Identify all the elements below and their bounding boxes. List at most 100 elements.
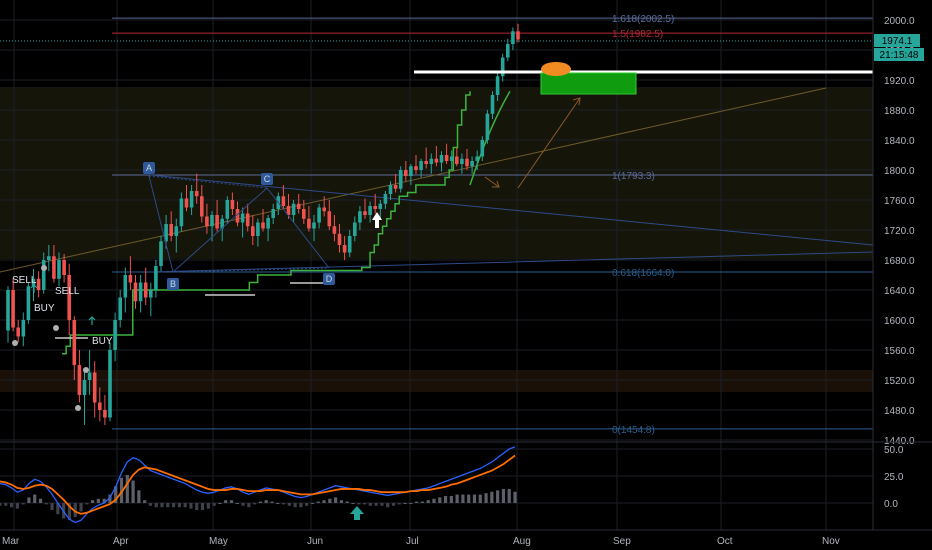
candle-body[interactable] xyxy=(429,158,434,164)
candle-body[interactable] xyxy=(312,222,316,229)
candle-body[interactable] xyxy=(215,215,219,229)
candle-body[interactable] xyxy=(143,282,148,298)
candle-body[interactable] xyxy=(154,266,158,290)
candle-body[interactable] xyxy=(286,206,291,215)
candle-body[interactable] xyxy=(271,209,275,218)
candle-body[interactable] xyxy=(353,222,357,237)
candle-body[interactable] xyxy=(465,158,469,167)
candle-body[interactable] xyxy=(327,211,332,227)
candle-body[interactable] xyxy=(500,57,505,77)
candle-body[interactable] xyxy=(470,161,474,167)
candle-body[interactable] xyxy=(495,76,500,95)
candle-body[interactable] xyxy=(516,31,520,40)
candle-body[interactable] xyxy=(358,211,362,223)
candle-body[interactable] xyxy=(480,140,485,157)
time-axis[interactable]: Mar Apr May Jun Jul Aug Sep Oct Nov xyxy=(0,529,932,547)
candle-body[interactable] xyxy=(113,320,117,350)
candle-body[interactable] xyxy=(194,191,199,197)
candle-body[interactable] xyxy=(245,213,250,227)
candle-body[interactable] xyxy=(511,31,515,44)
candle-body[interactable] xyxy=(174,226,179,236)
candle-body[interactable] xyxy=(439,155,444,163)
candle-body[interactable] xyxy=(302,209,306,219)
candle-body[interactable] xyxy=(179,198,184,227)
macd-pane[interactable] xyxy=(0,446,517,524)
candle-body[interactable] xyxy=(434,158,439,163)
candle-body[interactable] xyxy=(414,166,418,170)
candle-body[interactable] xyxy=(21,320,26,337)
candle-body[interactable] xyxy=(251,226,255,236)
candle-body[interactable] xyxy=(404,170,408,176)
candle-body[interactable] xyxy=(506,44,510,58)
candle-body[interactable] xyxy=(398,170,403,189)
candle-body[interactable] xyxy=(138,282,143,302)
candle-body[interactable] xyxy=(31,278,36,287)
candle-body[interactable] xyxy=(133,282,138,302)
candle-body[interactable] xyxy=(383,194,388,204)
candle-body[interactable] xyxy=(281,196,286,206)
candle-body[interactable] xyxy=(118,297,122,321)
candle-body[interactable] xyxy=(373,206,377,209)
candle-body[interactable] xyxy=(342,245,347,253)
candle-body[interactable] xyxy=(52,256,56,279)
candle-body[interactable] xyxy=(220,218,224,229)
candle-body[interactable] xyxy=(6,290,10,331)
candle-body[interactable] xyxy=(296,203,301,209)
candle-body[interactable] xyxy=(485,113,490,140)
candle-body[interactable] xyxy=(225,200,230,219)
candle-body[interactable] xyxy=(424,161,428,164)
candle-body[interactable] xyxy=(363,211,367,215)
candle-body[interactable] xyxy=(205,216,209,227)
candle-body[interactable] xyxy=(210,215,214,227)
candle-body[interactable] xyxy=(149,290,153,298)
candle-body[interactable] xyxy=(368,206,372,215)
candle-body[interactable] xyxy=(475,156,479,162)
candle-body[interactable] xyxy=(291,203,296,215)
candle-body[interactable] xyxy=(261,222,265,229)
candle-body[interactable] xyxy=(235,209,240,223)
candle-body[interactable] xyxy=(200,196,204,217)
candle-body[interactable] xyxy=(337,233,342,245)
candle-body[interactable] xyxy=(409,166,413,176)
candle-body[interactable] xyxy=(184,198,189,208)
candle-body[interactable] xyxy=(67,275,71,320)
candle-body[interactable] xyxy=(419,161,423,170)
candle-body[interactable] xyxy=(77,365,82,395)
candlesticks[interactable] xyxy=(6,23,520,425)
candle-body[interactable] xyxy=(36,278,41,290)
candle-body[interactable] xyxy=(98,402,102,411)
candle-body[interactable] xyxy=(16,327,20,337)
candle-body[interactable] xyxy=(26,286,31,320)
candle-body[interactable] xyxy=(92,372,97,403)
candle-body[interactable] xyxy=(490,95,495,114)
candle-body[interactable] xyxy=(322,207,326,212)
candle-body[interactable] xyxy=(103,410,107,418)
candle-body[interactable] xyxy=(388,185,393,194)
candle-body[interactable] xyxy=(455,156,459,165)
candle-body[interactable] xyxy=(347,236,352,253)
candle-body[interactable] xyxy=(230,200,235,209)
candle-body[interactable] xyxy=(108,350,112,418)
candle-body[interactable] xyxy=(444,155,449,161)
candle-body[interactable] xyxy=(189,191,194,208)
candle-body[interactable] xyxy=(47,256,51,260)
candle-body[interactable] xyxy=(266,218,270,229)
candle-body[interactable] xyxy=(317,207,321,223)
target-ellipse[interactable] xyxy=(541,62,571,76)
candle-body[interactable] xyxy=(449,156,454,162)
candle-body[interactable] xyxy=(159,241,163,266)
candle-body[interactable] xyxy=(393,185,398,189)
candle-body[interactable] xyxy=(41,260,46,290)
candle-body[interactable] xyxy=(460,158,464,164)
candle-body[interactable] xyxy=(11,290,15,328)
candle-body[interactable] xyxy=(123,275,128,298)
candle-body[interactable] xyxy=(82,380,87,395)
candle-body[interactable] xyxy=(87,372,92,381)
candle-body[interactable] xyxy=(62,260,66,275)
candle-body[interactable] xyxy=(256,222,260,237)
candle-body[interactable] xyxy=(169,224,173,236)
candle-body[interactable] xyxy=(128,275,133,283)
candle-body[interactable] xyxy=(164,224,168,242)
candle-body[interactable] xyxy=(72,320,77,365)
